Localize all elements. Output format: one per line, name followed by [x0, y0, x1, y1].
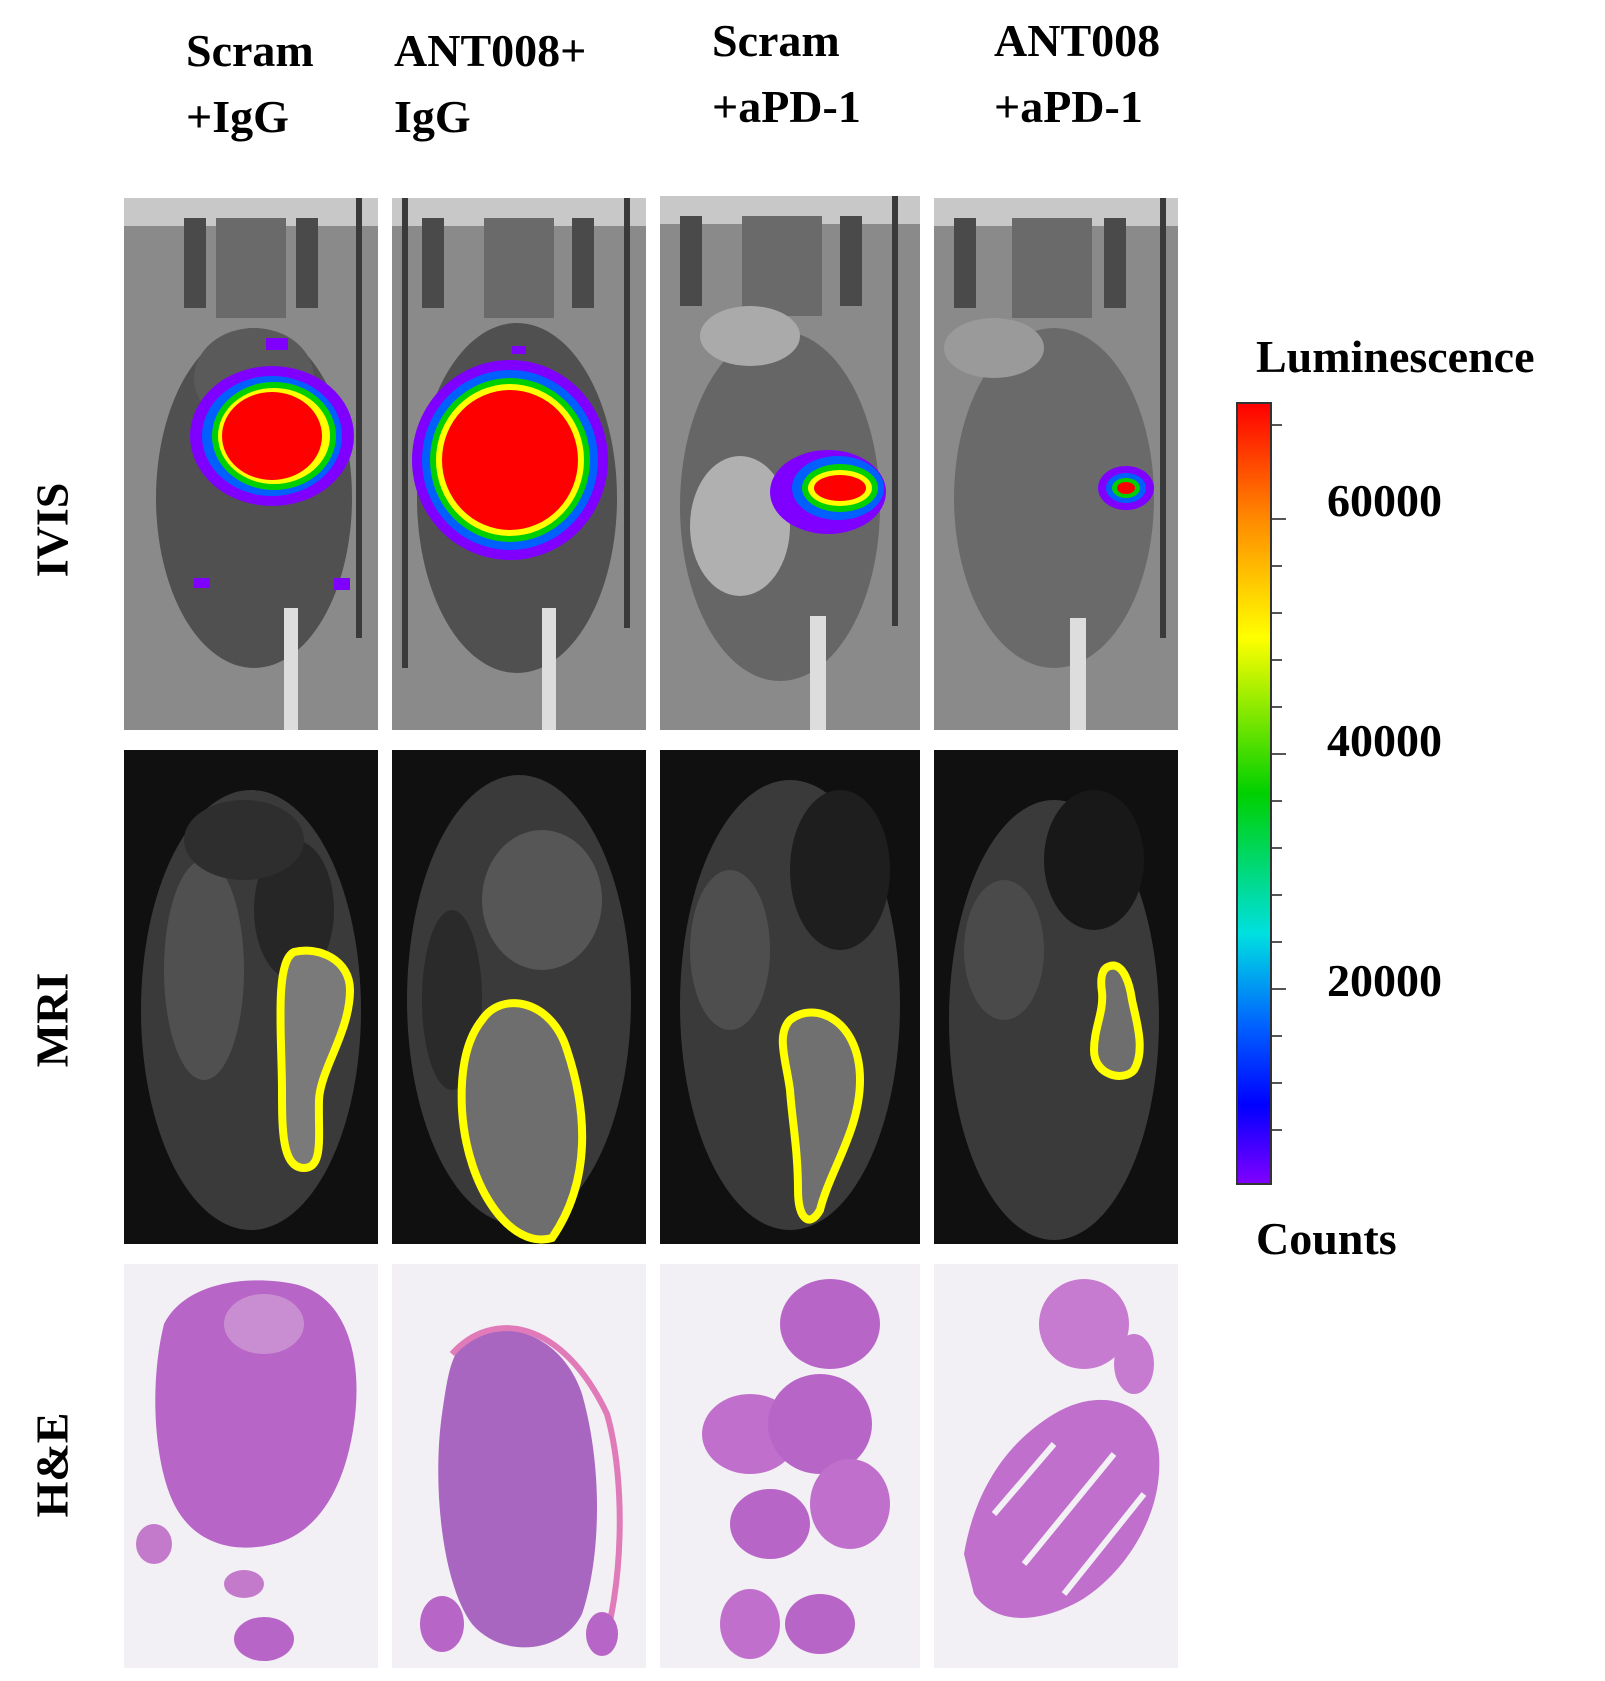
he-image-ant008-apd1	[934, 1264, 1178, 1668]
column-label-line1: Scram	[712, 15, 840, 66]
colorbar-tick	[1272, 706, 1282, 708]
colorbar-gradient	[1236, 402, 1272, 1185]
colorbar-tick-label: 20000	[1327, 955, 1442, 1006]
colorbar-tick-label: 40000	[1327, 715, 1442, 766]
colorbar-tick	[1272, 753, 1286, 755]
mri-image-ant008-apd1	[934, 750, 1178, 1244]
colorbar-tick	[1272, 847, 1282, 849]
he-image-scram-igg	[124, 1264, 378, 1668]
he-image-ant008-igg	[392, 1264, 646, 1668]
colorbar-tick	[1272, 424, 1282, 426]
colorbar-tick	[1272, 894, 1282, 896]
column-label-line1: Scram	[186, 25, 314, 76]
colorbar-tick	[1272, 1082, 1282, 1084]
ivis-image-scram-apd1	[660, 196, 920, 730]
colorbar-tick	[1272, 1129, 1282, 1131]
column-label-line2: +aPD-1	[994, 81, 1143, 132]
colorbar-tick	[1272, 612, 1282, 614]
column-label-ant008-igg: ANT008+ IgG	[394, 18, 586, 150]
ivis-image-ant008-apd1	[934, 198, 1178, 730]
column-label-ant008-apd1: ANT008 +aPD-1	[994, 8, 1160, 140]
colorbar-tick	[1272, 988, 1286, 990]
column-label-line2: IgG	[394, 91, 471, 142]
colorbar-tick-label: 60000	[1327, 475, 1442, 526]
colorbar-tick	[1272, 1035, 1282, 1037]
mri-image-scram-igg	[124, 750, 378, 1244]
mri-image-ant008-igg	[392, 750, 646, 1244]
ivis-image-scram-igg	[124, 198, 378, 730]
he-image-scram-apd1	[660, 1264, 920, 1668]
column-label-scram-apd1: Scram +aPD-1	[712, 8, 861, 140]
colorbar-tick	[1272, 518, 1286, 520]
column-label-line1: ANT008	[994, 15, 1161, 66]
row-label-ivis: IVIS	[26, 482, 78, 578]
colorbar-title: Luminescence	[1256, 331, 1535, 382]
column-label-scram-igg: Scram +IgG	[186, 18, 314, 150]
column-label-line2: +aPD-1	[712, 81, 861, 132]
colorbar-tick	[1272, 800, 1282, 802]
row-label-he: H&E	[26, 1412, 78, 1518]
colorbar-tick	[1272, 941, 1282, 943]
ivis-image-ant008-igg	[392, 198, 646, 730]
row-label-mri: MRI	[26, 972, 78, 1068]
column-label-line1: ANT008+	[394, 25, 587, 76]
column-label-line2: +IgG	[186, 91, 289, 142]
colorbar-tick	[1272, 659, 1282, 661]
colorbar-units: Counts	[1256, 1213, 1397, 1264]
mri-image-scram-apd1	[660, 750, 920, 1244]
colorbar-tick	[1272, 565, 1282, 567]
